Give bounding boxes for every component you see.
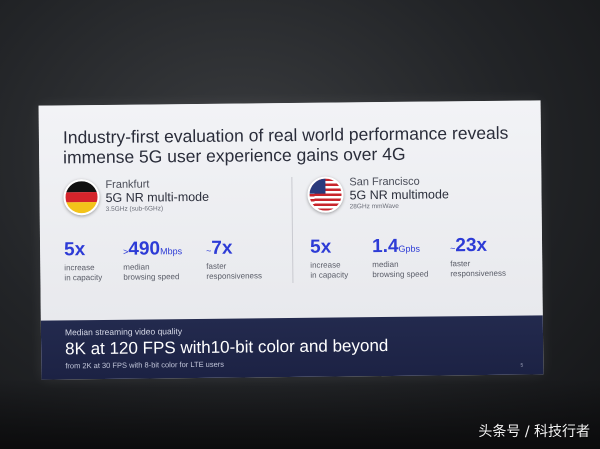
germany-flag-icon (63, 179, 100, 216)
san-francisco-header: San Francisco 5G NR multimode 28GHz mmWa… (349, 175, 449, 211)
usa-flag-icon (307, 176, 344, 213)
room-background (0, 379, 600, 449)
column-divider (291, 176, 294, 283)
slide-body: Industry-first evaluation of real world … (38, 100, 543, 321)
projection-screen: Industry-first evaluation of real world … (38, 100, 544, 380)
frequency-band: 3.5GHz (sub-6GHz) (105, 205, 164, 213)
slide-title-line2: immense 5G user experience gains over 4G (63, 143, 406, 168)
city-name: San Francisco (349, 175, 420, 189)
stat-value: 23x (455, 234, 488, 257)
frankfurt-header: Frankfurt 5G NR multi-mode 3.5GHz (sub-6… (105, 178, 209, 214)
stat-responsiveness-frankfurt: ~7x faster responsiveness (206, 237, 263, 281)
watermark: 头条号 / 科技行者 (478, 424, 590, 440)
frequency-band: 28GHz mmWave (349, 202, 399, 211)
stat-responsiveness-san-francisco: ~23x faster responsiveness (450, 234, 507, 279)
slide-title: Industry-first evaluation of real world … (63, 123, 523, 168)
stat-value: 5x (63, 239, 86, 261)
stat-value: 7x (211, 237, 233, 259)
stat-speed-frankfurt: >490Mbps median browsing speed (123, 238, 183, 282)
streaming-title: Median streaming video quality (64, 326, 183, 338)
network-mode: 5G NR multimode (349, 187, 449, 203)
streaming-subtext: from 2K at 30 FPS with 8-bit color for L… (65, 359, 225, 371)
stat-speed-san-francisco: 1.4Gpbs median browsing speed (371, 235, 429, 280)
page-number: 5 (520, 362, 524, 369)
streaming-headline: 8K at 120 FPS with10-bit color and beyon… (65, 335, 389, 359)
stat-capacity-san-francisco: 5x increase in capacity (309, 236, 349, 280)
stat-value: 5x (309, 236, 332, 258)
stat-capacity-frankfurt: 5x increase in capacity (63, 239, 103, 283)
streaming-banner: Median streaming video quality 8K at 120… (40, 315, 544, 380)
network-mode: 5G NR multi-mode (105, 189, 210, 205)
stat-value: 1.4 (371, 235, 399, 258)
stat-value: 490 (128, 238, 161, 260)
city-name: Frankfurt (105, 178, 150, 191)
